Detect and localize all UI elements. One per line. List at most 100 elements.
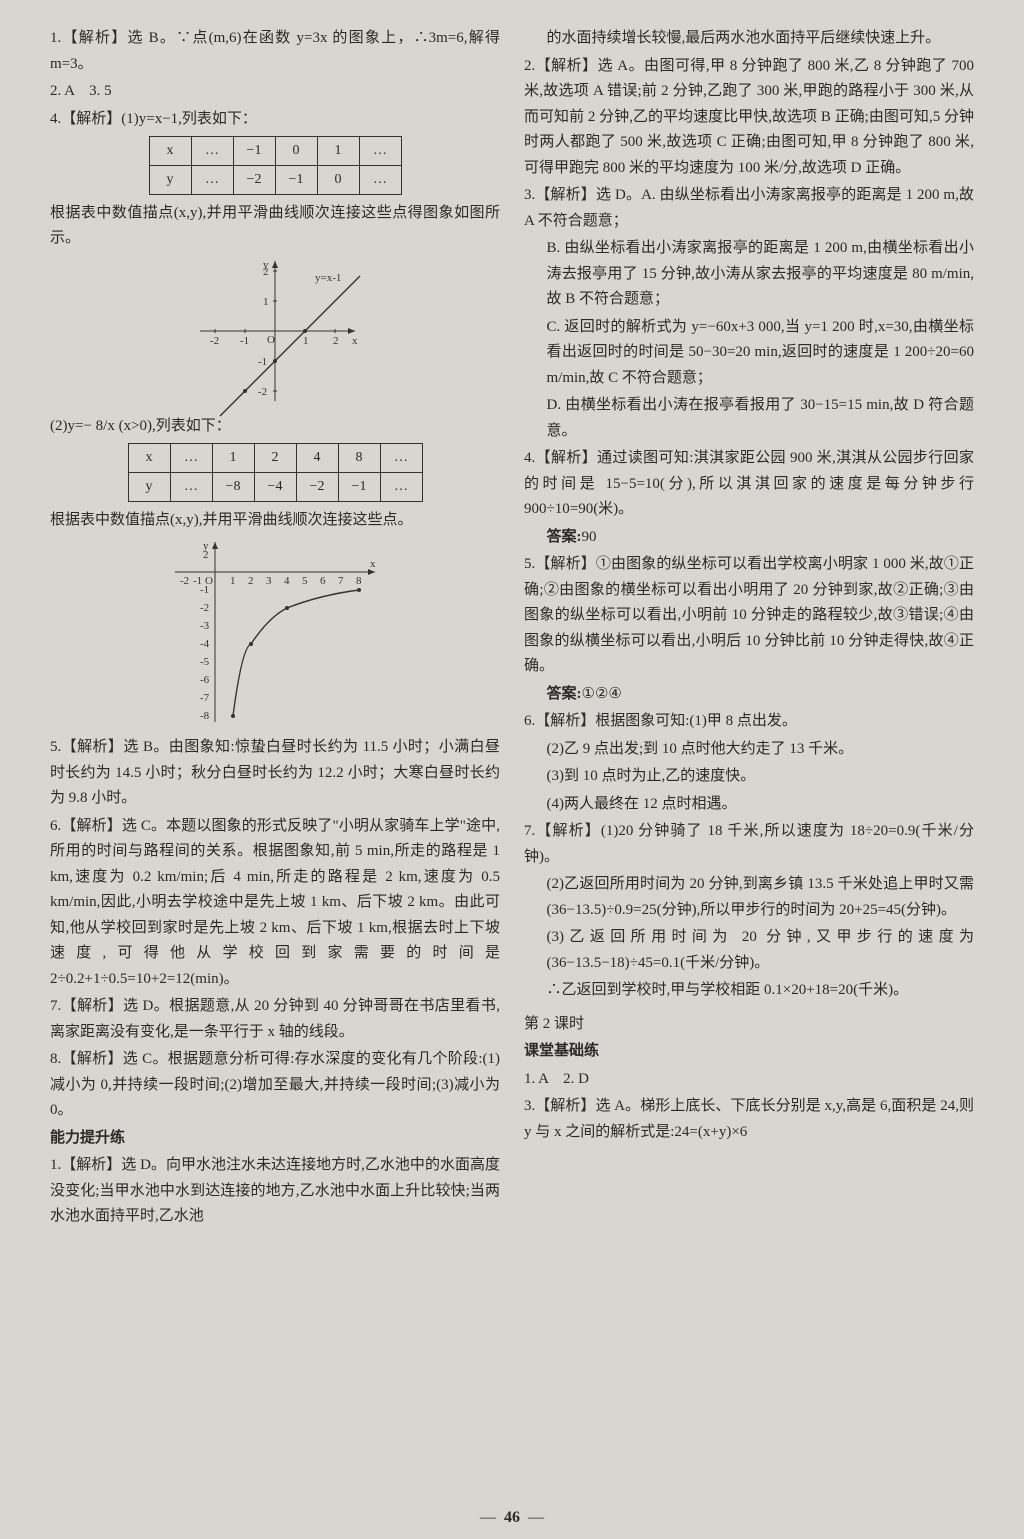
svg-text:-7: -7: [200, 692, 210, 704]
t2-c: …: [380, 444, 422, 473]
t1-c: 1: [317, 137, 359, 166]
r7b: (2)乙返回所用时间为 20 分钟,到离乡镇 13.5 千米处追上甲时又需(36…: [524, 872, 974, 923]
svg-text:5: 5: [302, 575, 308, 587]
chart-1: x y O -1 -2 1 2 1 2 -1 -2 y=x-1: [50, 256, 500, 406]
t2-c: −4: [254, 472, 296, 501]
svg-text:-1: -1: [240, 335, 249, 347]
t2-y: y: [128, 472, 170, 501]
q4-desc2: 根据表中数值描点(x,y),并用平滑曲线顺次连接这些点。: [50, 508, 500, 534]
t1-c: −1: [275, 165, 317, 194]
two-column-layout: 1.【解析】选 B。∵点(m,6)在函数 y=3x 的图象上，∴3m=6,解得 …: [50, 26, 974, 1519]
r5ans: 答案:①②④: [524, 682, 974, 708]
svg-text:2: 2: [333, 335, 339, 347]
r6b: (2)乙 9 点出发;到 10 点时他大约走了 13 千米。: [524, 737, 974, 763]
t1-c: 0: [275, 137, 317, 166]
r5: 5.【解析】①由图象的纵坐标可以看出学校离小明家 1 000 米,故①正确;②由…: [524, 552, 974, 680]
t2-c: …: [380, 472, 422, 501]
svg-text:7: 7: [338, 575, 344, 587]
svg-text:2: 2: [263, 266, 269, 278]
svg-text:-2: -2: [180, 575, 189, 587]
q2-3: 2. A 3. 5: [50, 79, 500, 105]
t2-c: …: [170, 444, 212, 473]
svg-text:3: 3: [266, 575, 272, 587]
b3: 3.【解析】选 A。梯形上底长、下底长分别是 x,y,高是 6,面积是 24,则…: [524, 1094, 974, 1145]
t2-c: −1: [338, 472, 380, 501]
svg-text:-2: -2: [258, 386, 267, 398]
svg-text:-2: -2: [210, 335, 219, 347]
svg-text:1: 1: [230, 575, 236, 587]
svg-text:-6: -6: [200, 674, 210, 686]
r2: 2.【解析】选 A。由图可得,甲 8 分钟跑了 800 米,乙 8 分钟跑了 7…: [524, 54, 974, 182]
e1: 1.【解析】选 D。向甲水池注水未达连接地方时,乙水池中的水面高度没变化;当甲水…: [50, 1153, 500, 1230]
q7: 7.【解析】选 D。根据题意,从 20 分钟到 40 分钟哥哥在书店里看书,离家…: [50, 994, 500, 1045]
r4ans: 答案:90: [524, 525, 974, 551]
answer-value: ①②④: [582, 686, 622, 702]
q4-intro: 4.【解析】(1)y=x−1,列表如下：: [50, 107, 500, 133]
answer-label: 答案:: [547, 686, 582, 702]
t2-x: x: [128, 444, 170, 473]
svg-text:y=x-1: y=x-1: [315, 272, 341, 284]
r7c: (3)乙返回所用时间为 20 分钟,又甲步行的速度为(36−13.5−18)÷4…: [524, 925, 974, 976]
q5: 5.【解析】选 B。由图象知:惊蛰白昼时长约为 11.5 小时；小满白昼时长约为…: [50, 735, 500, 812]
svg-text:1: 1: [263, 296, 269, 308]
answer-label: 答案:: [547, 529, 582, 545]
b1: 1. A 2. D: [524, 1067, 974, 1093]
r7a: 7.【解析】(1)20 分钟骑了 18 千米,所以速度为 18÷20=0.9(千…: [524, 819, 974, 870]
r3b: B. 由纵坐标看出小涛家离报亭的距离是 1 200 m,由横坐标看出小涛去报亭用…: [524, 236, 974, 313]
t1-c: …: [191, 137, 233, 166]
r3c: C. 返回时的解析式为 y=−60x+3 000,当 y=1 200 时,x=3…: [524, 315, 974, 392]
page: 1.【解析】选 B。∵点(m,6)在函数 y=3x 的图象上，∴3m=6,解得 …: [40, 18, 984, 1527]
t1-c: …: [359, 165, 401, 194]
q4-desc1: 根据表中数值描点(x,y),并用平滑曲线顺次连接这些点得图象如图所示。: [50, 201, 500, 252]
table-2: x … 1 2 4 8 … y … −8 −4 −2 −1 …: [128, 443, 423, 502]
q1: 1.【解析】选 B。∵点(m,6)在函数 y=3x 的图象上，∴3m=6,解得 …: [50, 26, 500, 77]
svg-text:6: 6: [320, 575, 326, 587]
svg-text:-1: -1: [258, 356, 267, 368]
r6a: 6.【解析】根据图象可知:(1)甲 8 点出发。: [524, 709, 974, 735]
svg-text:-3: -3: [200, 620, 210, 632]
left-column: 1.【解析】选 B。∵点(m,6)在函数 y=3x 的图象上，∴3m=6,解得 …: [50, 26, 500, 1519]
t2-c: …: [170, 472, 212, 501]
svg-text:8: 8: [356, 575, 362, 587]
svg-text:-2: -2: [200, 602, 209, 614]
t2-c: 1: [212, 444, 254, 473]
q6: 6.【解析】选 C。本题以图象的形式反映了"小明从家骑车上学"途中,所用的时间与…: [50, 814, 500, 993]
t2-c: −2: [296, 472, 338, 501]
answer-value: 90: [582, 529, 597, 545]
section-caption-1: 能力提升练: [50, 1126, 500, 1152]
t1-c: 0: [317, 165, 359, 194]
svg-text:-5: -5: [200, 656, 210, 668]
t2-c: 8: [338, 444, 380, 473]
r6c: (3)到 10 点时为止,乙的速度快。: [524, 764, 974, 790]
q8: 8.【解析】选 C。根据题意分析可得:存水深度的变化有几个阶段:(1)减小为 0…: [50, 1047, 500, 1124]
t1-y: y: [149, 165, 191, 194]
t1-c: −1: [233, 137, 275, 166]
page-number: 46: [472, 1504, 552, 1531]
svg-text:-4: -4: [200, 638, 210, 650]
svg-text:O: O: [267, 334, 275, 346]
t2-c: 2: [254, 444, 296, 473]
svg-text:4: 4: [284, 575, 290, 587]
table-1: x … −1 0 1 … y … −2 −1 0 …: [149, 136, 402, 195]
r6d: (4)两人最终在 12 点时相遇。: [524, 792, 974, 818]
t1-c: −2: [233, 165, 275, 194]
q4-part2: (2)y=− 8/x (x>0),列表如下：: [50, 414, 500, 440]
r4: 4.【解析】通过读图可知:淇淇家距公园 900 米,淇淇从公园步行回家的时间是 …: [524, 446, 974, 523]
t1-c: …: [191, 165, 233, 194]
t1-x: x: [149, 137, 191, 166]
t2-c: −8: [212, 472, 254, 501]
svg-text:-1: -1: [200, 584, 209, 596]
svg-text:1: 1: [303, 335, 309, 347]
r7d: ∴乙返回到学校时,甲与学校相距 0.1×20+18=20(千米)。: [524, 978, 974, 1004]
right-column: 的水面持续增长较慢,最后两水池水面持平后继续快速上升。 2.【解析】选 A。由图…: [524, 26, 974, 1519]
r3d: D. 由横坐标看出小涛在报亭看报用了 30−15=15 min,故 D 符合题意…: [524, 393, 974, 444]
t2-c: 4: [296, 444, 338, 473]
section-caption-2: 课堂基础练: [524, 1039, 974, 1065]
svg-text:x: x: [370, 558, 376, 570]
svg-text:-8: -8: [200, 710, 210, 722]
svg-text:x: x: [352, 335, 358, 347]
chart-2: x y O -2-1 12 34 56 78 2 -1-2 -3-4 -5-6 …: [50, 537, 500, 727]
section-2-title: 第 2 课时: [524, 1012, 974, 1038]
t1-c: …: [359, 137, 401, 166]
r-cont: 的水面持续增长较慢,最后两水池水面持平后继续快速上升。: [524, 26, 974, 52]
